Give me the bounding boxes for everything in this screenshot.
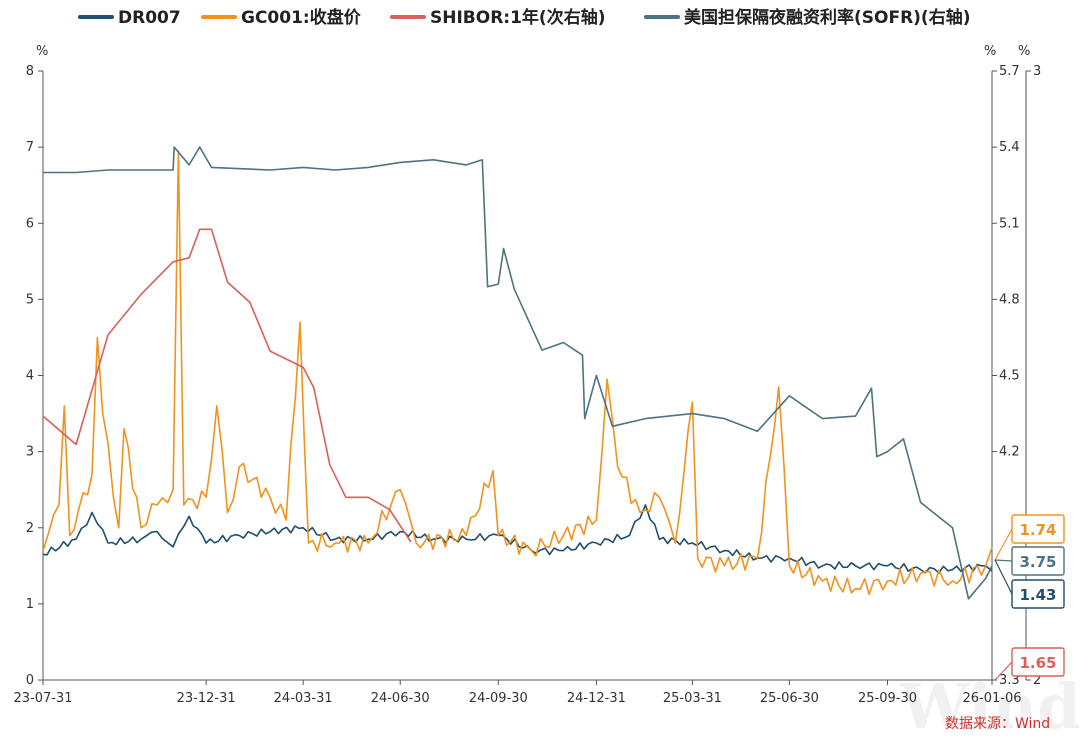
y-left-tick-label: 1 <box>26 597 34 612</box>
end-label-box <box>1011 647 1065 677</box>
legend-label: DR007 <box>118 8 181 28</box>
end-label-value: 1.65 <box>1019 654 1056 672</box>
y-left-tick-label: 0 <box>26 673 34 688</box>
end-label-box <box>1011 514 1065 544</box>
y-right1-tick-label: 4.5 <box>999 369 1020 384</box>
y-right1-tick-label: 5.1 <box>999 216 1020 231</box>
x-tick-label: 26-01-06 <box>962 691 1021 706</box>
end-label-leader <box>994 559 1013 595</box>
y-right1-tick-label: 4.8 <box>999 292 1020 307</box>
legend: DR007 GC001:收盘价 SHIBOR:1年(次右轴) 美国担保隔夜融资利率(S… <box>78 7 970 28</box>
x-tick-label: 25-09-30 <box>858 691 917 706</box>
x-tick-label: 25-03-31 <box>663 691 722 706</box>
series-line-1 <box>42 504 993 574</box>
end-label-value: 1.74 <box>1019 521 1056 539</box>
end-label-box <box>1011 546 1065 576</box>
end-label-leader <box>994 559 1013 562</box>
x-tick-label: 25-06-30 <box>760 691 819 706</box>
x-tick-label: 24-06-30 <box>371 691 430 706</box>
series-layer <box>42 146 993 600</box>
end-label-leader <box>994 661 1013 681</box>
end-labels: 1.74 3.75 1.43 1.65 <box>994 514 1065 681</box>
end-label-leader <box>994 528 1013 561</box>
left-axis-unit: % <box>36 44 48 59</box>
y-left-tick-label: 6 <box>26 216 34 231</box>
y-right1-tick-label: 5.7 <box>999 64 1020 79</box>
end-label-value: 3.75 <box>1019 553 1056 571</box>
x-tick-label: 24-09-30 <box>469 691 528 706</box>
y-right1-tick-label: 4.2 <box>999 445 1020 460</box>
y-left-tick-label: 7 <box>26 140 34 155</box>
watermark: Wind <box>899 670 1080 740</box>
end-label-value: 1.43 <box>1019 586 1056 604</box>
legend-label: SHIBOR:1年(次右轴) <box>430 7 605 28</box>
series-line-3 <box>42 228 412 543</box>
y-right2-tick-label: 2 <box>1033 673 1041 688</box>
y-left-tick-label: 4 <box>26 369 34 384</box>
right-axis2-unit: % <box>1018 44 1030 59</box>
y-left-tick-label: 2 <box>26 521 34 536</box>
right-axis1-unit: % <box>984 44 996 59</box>
source-note: 数据来源：Wind <box>945 716 1050 732</box>
y-left-tick-label: 8 <box>26 64 34 79</box>
legend-label: 美国担保隔夜融资利率(SOFR)(右轴) <box>684 7 970 28</box>
x-tick-label: 24-12-31 <box>567 691 626 706</box>
legend-label: GC001:收盘价 <box>241 7 362 28</box>
y-right1-tick-label: 5.4 <box>999 140 1020 155</box>
x-tick-label: 23-12-31 <box>177 691 236 706</box>
series-line-2 <box>42 150 993 596</box>
x-tick-label: 24-03-31 <box>274 691 333 706</box>
series-line-4 <box>43 146 993 600</box>
y-right2-tick-label: 3 <box>1033 64 1041 79</box>
y-left-tick-label: 5 <box>26 292 34 307</box>
axes: 0123456783.34.24.54.85.15.45.723323-07-3… <box>13 64 1041 706</box>
y-left-tick-label: 3 <box>26 445 34 460</box>
y-right1-tick-label: 3.3 <box>999 673 1020 688</box>
end-label-box <box>1011 579 1065 609</box>
x-tick-label: 23-07-31 <box>13 691 72 706</box>
